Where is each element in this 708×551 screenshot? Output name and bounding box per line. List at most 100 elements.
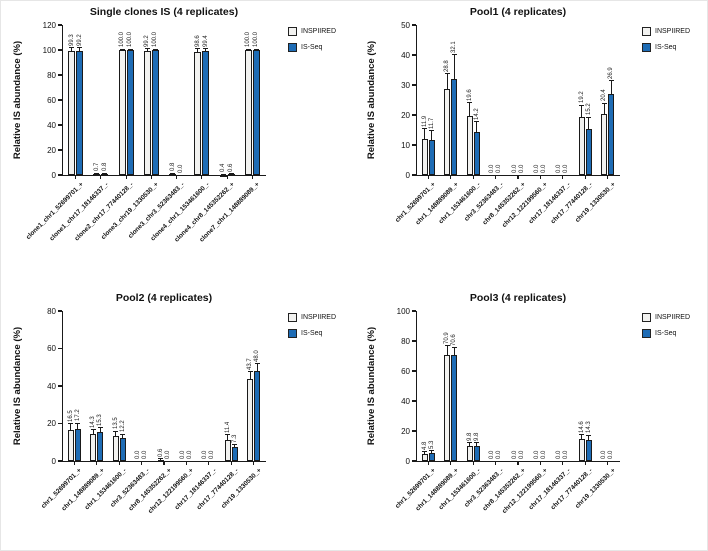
bar-value-label: 48.0 [254, 349, 261, 362]
y-tick [57, 347, 62, 350]
x-tick [607, 462, 609, 466]
y-tick [57, 124, 62, 126]
error-bar-cap [68, 423, 74, 424]
y-tick [57, 385, 62, 387]
bar-isseq [151, 50, 159, 175]
y-tick-label: 80 [47, 70, 56, 80]
error-bar-cap [94, 172, 100, 174]
bar-value-label: 0.0 [496, 164, 503, 173]
legend-label-inspiired: INSPIIRED [301, 28, 337, 35]
error-bar [71, 47, 73, 51]
error-bar-cap [203, 48, 209, 50]
error-bar [588, 117, 590, 130]
chart-title: Pool1 (4 replicates) [469, 6, 567, 18]
bar-value-label: 0.0 [489, 164, 496, 173]
bar-isseq [231, 447, 238, 461]
bar-value-label: 9.8 [466, 432, 473, 441]
y-tick [411, 340, 416, 342]
legend-item-isseq: IS-Seq [288, 43, 336, 52]
error-bar-cap [467, 442, 473, 444]
bar-inspiired [90, 434, 97, 461]
bar-value-label: 100.0 [253, 32, 260, 48]
x-tick [562, 462, 564, 466]
y-tick-label: 50 [401, 20, 410, 30]
error-bar [424, 451, 426, 454]
error-bar-cap [102, 172, 108, 174]
error-bar-cap [119, 48, 125, 50]
y-tick-label: 0 [51, 456, 56, 466]
y-tick-label: 0 [405, 170, 410, 180]
x-tick [208, 462, 210, 466]
chart-panel-pool2: Pool2 (4 replicates) Relative IS abundan… [1, 277, 355, 550]
bar-inspiired [578, 439, 585, 461]
x-tick [427, 462, 429, 466]
y-tick-label: 20 [401, 426, 410, 436]
y-tick-label: 120 [42, 20, 56, 30]
bar-inspiired [68, 50, 76, 175]
bar-inspiired [444, 88, 451, 175]
error-bar [588, 435, 590, 440]
x-tick [140, 462, 143, 466]
bar-value-label: 0.0 [540, 164, 547, 173]
bar-inspiired [112, 435, 119, 461]
bar-isseq [608, 94, 615, 175]
bar-value-label: 0.0 [601, 450, 608, 459]
bar-value-label: 0.0 [533, 164, 540, 173]
error-bar-cap [69, 47, 75, 49]
bar-inspiired [421, 453, 428, 461]
chart-title: Pool2 (4 replicates) [115, 292, 213, 304]
bar-inspiired [244, 50, 252, 175]
x-tick [494, 176, 497, 180]
error-bar-cap [225, 434, 231, 436]
y-axis-label: Relative IS abundance (%) [366, 326, 377, 446]
x-tick [584, 176, 586, 180]
x-tick [253, 462, 255, 466]
bar-isseq [74, 428, 81, 461]
error-bar-cap [422, 128, 428, 130]
error-bar-cap [474, 442, 480, 444]
error-bar-cap [195, 48, 201, 50]
error-bar-cap [451, 54, 457, 56]
bar-value-label: 0.0 [179, 450, 186, 459]
error-bar [104, 173, 106, 174]
bar-value-label: 0.0 [518, 164, 525, 173]
x-tick [118, 462, 120, 466]
x-tick [427, 176, 429, 180]
y-tick [411, 430, 416, 432]
error-bar-cap [220, 173, 226, 175]
error-bar-cap [586, 434, 592, 436]
error-bar-cap [451, 347, 457, 349]
error-bar [79, 47, 81, 51]
bar-isseq [252, 50, 260, 175]
bar-value-label: 70.9 [444, 331, 451, 344]
legend-swatch-isseq [288, 329, 297, 338]
chart-title: Single clones IS (4 replicates) [89, 6, 239, 18]
bar-value-label: 99.3 [68, 34, 75, 46]
x-tick [517, 176, 519, 180]
x-tick [472, 176, 474, 180]
y-tick [57, 74, 62, 76]
error-bar [603, 103, 605, 114]
error-bar [234, 444, 236, 448]
bar-isseq [451, 355, 458, 461]
error-bar-cap [232, 444, 238, 445]
error-bar [256, 363, 258, 371]
error-bar [476, 442, 478, 447]
x-tick [539, 462, 542, 466]
error-bar-cap [474, 121, 480, 123]
y-tick-label: 40 [401, 50, 410, 60]
x-tick [472, 462, 474, 466]
bar-inspiired [157, 459, 164, 462]
x-tick [75, 176, 77, 180]
bar-value-label: 0.0 [177, 164, 184, 173]
bar-value-label: 0.0 [135, 450, 142, 459]
bar-value-label: 15.3 [97, 413, 104, 426]
bar-value-label: 0.0 [540, 450, 547, 459]
legend: INSPIIRED IS-Seq [288, 313, 336, 338]
error-bar-cap [429, 450, 435, 452]
y-tick [57, 149, 62, 151]
bar-inspiired [194, 51, 202, 175]
x-tick [100, 176, 102, 180]
bar-value-label: 100.0 [127, 32, 134, 48]
y-tick [57, 174, 62, 176]
